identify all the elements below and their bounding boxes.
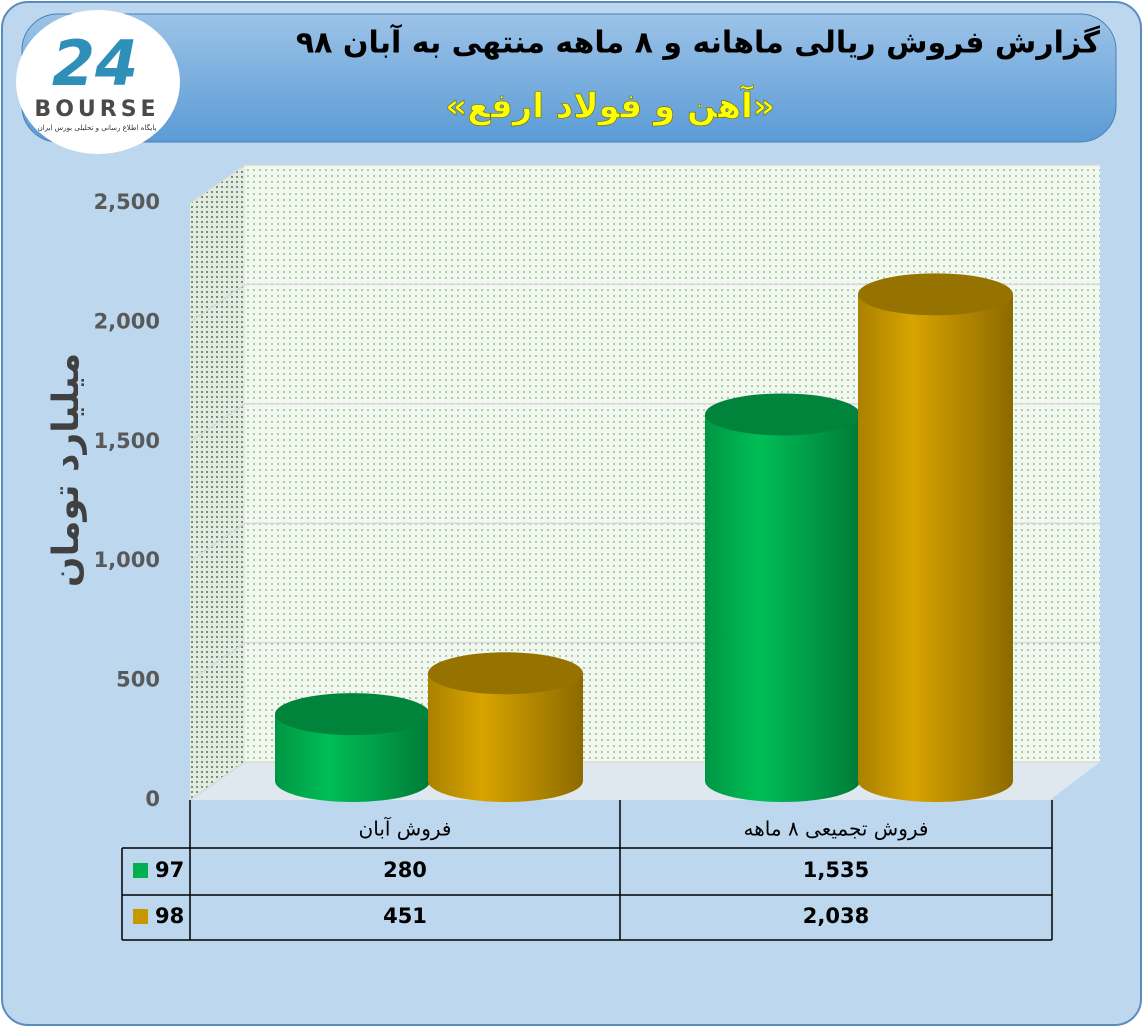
y-axis-title: میلیارد تومان	[46, 353, 87, 587]
logo-mark: 24	[52, 27, 138, 100]
grid-line	[189, 522, 246, 562]
logo-name: BOURSE	[34, 97, 159, 122]
y-tick-label: 2,500	[94, 190, 160, 214]
category-label: فروش تجمیعی ۸ ماهه	[744, 817, 929, 841]
data-table	[121, 800, 1053, 941]
chart-subtitle: «آهن و فولاد ارفع»	[445, 85, 774, 127]
bar-top	[275, 693, 430, 736]
legend-label: 98	[155, 904, 184, 928]
legend-swatch	[133, 863, 148, 878]
y-tick-label: 2,000	[94, 309, 160, 333]
table-value: 1,535	[803, 858, 869, 882]
bar-top	[428, 652, 583, 695]
y-tick-label: 1,500	[94, 429, 160, 453]
y-tick-label: 500	[116, 668, 160, 692]
logo-tagline: پایگاه اطلاع رسانی و تحلیلی بورس ایران	[38, 123, 157, 132]
grid-line	[189, 164, 246, 204]
logo-badge	[16, 10, 180, 154]
plot	[189, 164, 1100, 802]
side-wall	[190, 165, 245, 800]
grid-line	[189, 283, 246, 324]
table-value: 280	[383, 858, 427, 882]
grid-line	[189, 403, 246, 443]
legend-label: 97	[155, 858, 184, 882]
grid-line	[189, 761, 246, 801]
chart-title: گزارش فروش ریالی ماهانه و ۸ ماهه منتهی ب…	[296, 24, 1101, 61]
table-value: 451	[383, 904, 427, 928]
bar-top	[705, 393, 860, 436]
bar-top	[858, 273, 1013, 316]
category-label: فروش آبان	[359, 816, 452, 841]
legend-swatch	[133, 909, 148, 924]
table-value: 2,038	[803, 904, 869, 928]
grid-line	[189, 641, 246, 682]
bar	[858, 294, 1013, 781]
bar	[705, 414, 860, 781]
y-tick-label: 1,000	[94, 548, 160, 572]
y-tick-label: 0	[145, 787, 160, 811]
